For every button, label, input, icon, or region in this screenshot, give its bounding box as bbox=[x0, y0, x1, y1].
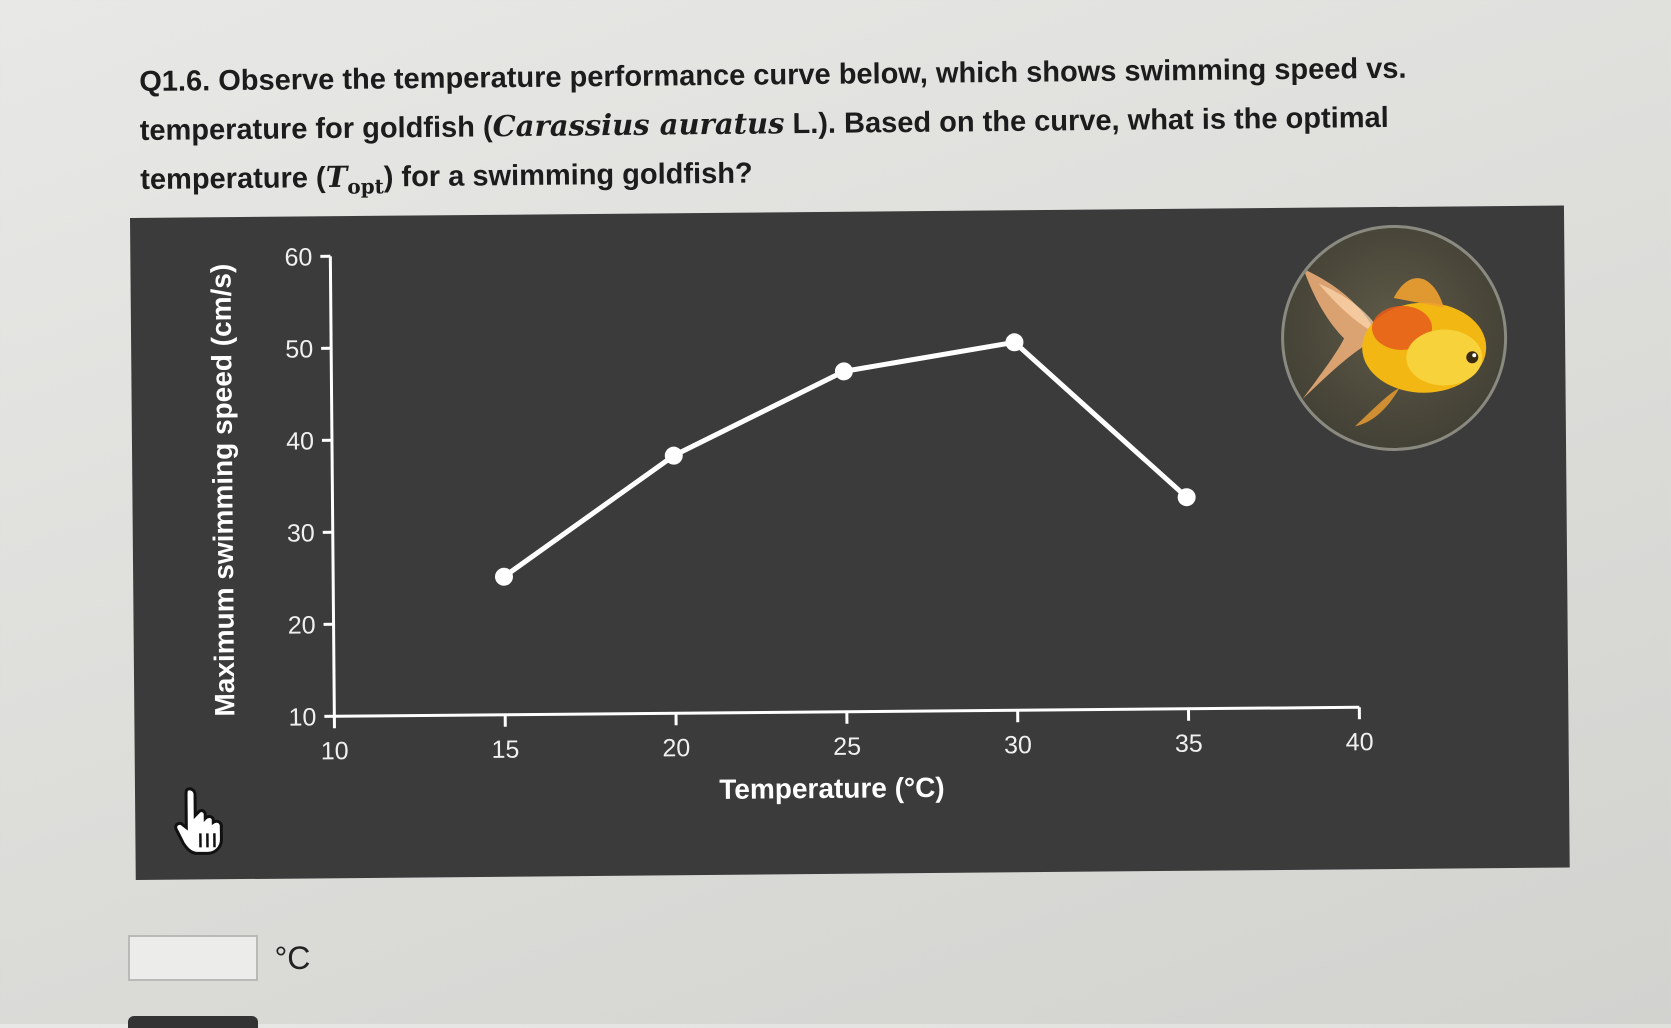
data-point bbox=[665, 447, 683, 465]
data-point bbox=[1005, 333, 1023, 351]
x-tick-label: 15 bbox=[491, 736, 519, 764]
data-marks bbox=[493, 332, 1196, 586]
data-point bbox=[835, 362, 853, 380]
y-axis-title: Maximum swimming speed (cm/s) bbox=[205, 264, 240, 717]
answer-row: °C bbox=[128, 935, 310, 981]
y-tick-label: 50 bbox=[285, 335, 313, 363]
t-symbol: T bbox=[325, 160, 347, 194]
x-tick-label: 35 bbox=[1175, 730, 1203, 758]
x-axis-title: Temperature (°C) bbox=[719, 772, 945, 805]
x-tick-label: 30 bbox=[1004, 731, 1032, 759]
data-point bbox=[1178, 488, 1196, 506]
y-tick-label: 40 bbox=[286, 427, 314, 455]
t-subscript: opt bbox=[347, 174, 384, 198]
question-text: Q1.6. Observe the temperature performanc… bbox=[139, 44, 1501, 213]
hand-pointer-icon bbox=[173, 785, 240, 861]
unit-label: °C bbox=[274, 940, 310, 976]
species-name: Carassius auratus bbox=[492, 106, 784, 143]
goldfish-photo bbox=[1280, 224, 1508, 452]
y-tick-label: 60 bbox=[284, 243, 312, 271]
goldfish-icon bbox=[1283, 227, 1505, 449]
x-tick-label: 25 bbox=[833, 733, 861, 761]
x-tick-label: 20 bbox=[662, 734, 690, 762]
temperature-answer-input[interactable] bbox=[128, 935, 258, 981]
axes: 10 20 30 40 50 60 10 15 20 25 30 35 40 bbox=[284, 234, 1373, 765]
x-tick-label: 10 bbox=[321, 737, 349, 765]
y-axis-line bbox=[330, 256, 334, 716]
y-tick-label: 20 bbox=[288, 611, 316, 639]
submit-button[interactable] bbox=[128, 1016, 258, 1028]
chart-panel: Maximum swimming speed (cm/s) Temperatur… bbox=[130, 205, 1570, 879]
data-point bbox=[495, 568, 513, 586]
y-tick-label: 30 bbox=[287, 519, 315, 547]
y-tick-label: 10 bbox=[288, 703, 316, 731]
question-suffix-b: ) for a swimming goldfish? bbox=[384, 158, 753, 194]
x-tick-label: 40 bbox=[1346, 728, 1374, 756]
